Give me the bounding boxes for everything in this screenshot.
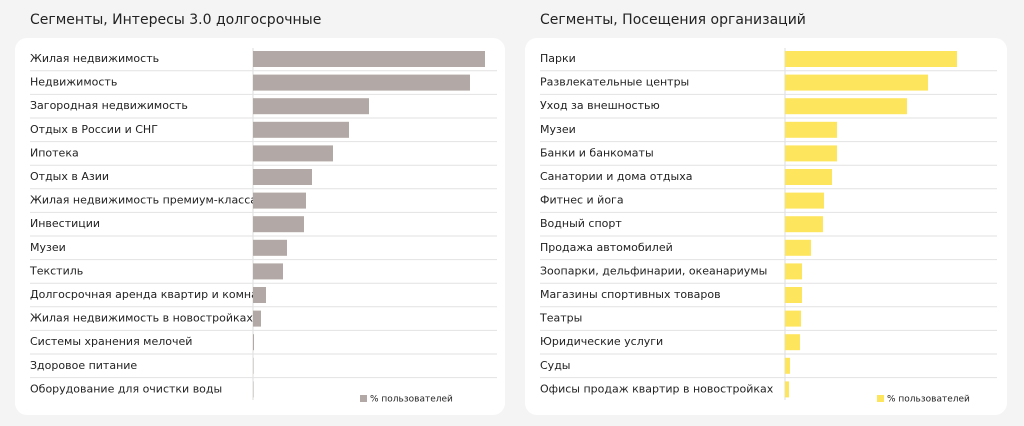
category-label: Долгосрочная аренда квартир и комнат [30, 288, 265, 301]
category-label: Продажа автомобилей [540, 241, 673, 254]
bar [253, 74, 470, 91]
bar [785, 145, 837, 162]
category-label: Отдых в России и СНГ [30, 123, 158, 136]
legend-swatch [360, 395, 367, 402]
category-label: Инвестиции [30, 217, 100, 230]
bar [253, 334, 254, 351]
category-label: Водный спорт [540, 217, 622, 230]
category-label: Системы хранения мелочей [30, 335, 192, 348]
category-label: Здоровое питание [30, 359, 137, 372]
category-label: Санатории и дома отдыха [540, 170, 692, 183]
bar [785, 98, 907, 115]
category-label: Развлекательные центры [540, 76, 689, 89]
category-label: Ипотека [30, 146, 79, 159]
bar [253, 192, 306, 209]
category-label: Музеи [30, 241, 66, 254]
bar [785, 121, 837, 138]
category-label: Музеи [540, 123, 576, 136]
category-label: Жилая недвижимость премиум-класса [30, 194, 257, 207]
category-label: Фитнес и йога [540, 194, 624, 207]
bar [253, 263, 283, 280]
chart-title: Сегменты, Посещения организаций [540, 12, 806, 28]
bar [253, 381, 254, 398]
bar [253, 239, 287, 256]
bar [253, 169, 312, 185]
bar [785, 334, 800, 351]
category-label: Жилая недвижимость в новостройках [30, 312, 253, 325]
bar [785, 51, 957, 67]
bar [785, 74, 928, 91]
bar [785, 239, 811, 256]
bar [785, 169, 832, 185]
category-label: Юридические услуги [540, 335, 663, 348]
bar [253, 310, 261, 327]
legend-swatch [877, 395, 884, 402]
legend-label: % пользователей [370, 395, 453, 405]
chart-title: Сегменты, Интересы 3.0 долгосрочные [30, 12, 321, 28]
category-label: Офисы продаж квартир в новостройках [540, 382, 774, 395]
category-label: Отдых в Азии [30, 170, 109, 183]
bar [785, 287, 802, 303]
bar [785, 357, 790, 374]
category-label: Зоопарки, дельфинарии, океанариумы [540, 264, 767, 277]
bar [253, 145, 333, 162]
category-label: Загородная недвижимость [30, 99, 188, 112]
category-label: Банки и банкоматы [540, 146, 654, 159]
bar [253, 121, 349, 138]
bar [785, 216, 823, 233]
category-label: Уход за внешностью [540, 99, 660, 112]
category-label: Текстиль [29, 264, 83, 277]
category-label: Парки [540, 52, 576, 65]
bar [253, 98, 369, 115]
card [525, 38, 1007, 415]
category-label: Оборудование для очистки воды [30, 382, 222, 395]
category-label: Недвижимость [30, 76, 117, 89]
bar [785, 381, 789, 398]
category-label: Магазины спортивных товаров [540, 288, 721, 301]
bar [253, 287, 266, 303]
bar [785, 192, 824, 209]
category-label: Суды [540, 359, 570, 372]
legend-label: % пользователей [887, 395, 970, 405]
category-label: Жилая недвижимость [30, 52, 159, 65]
bar [785, 263, 802, 280]
bar [785, 310, 801, 327]
bar [253, 51, 485, 67]
bar [253, 357, 254, 374]
bar [253, 216, 304, 233]
category-label: Театры [539, 312, 582, 325]
